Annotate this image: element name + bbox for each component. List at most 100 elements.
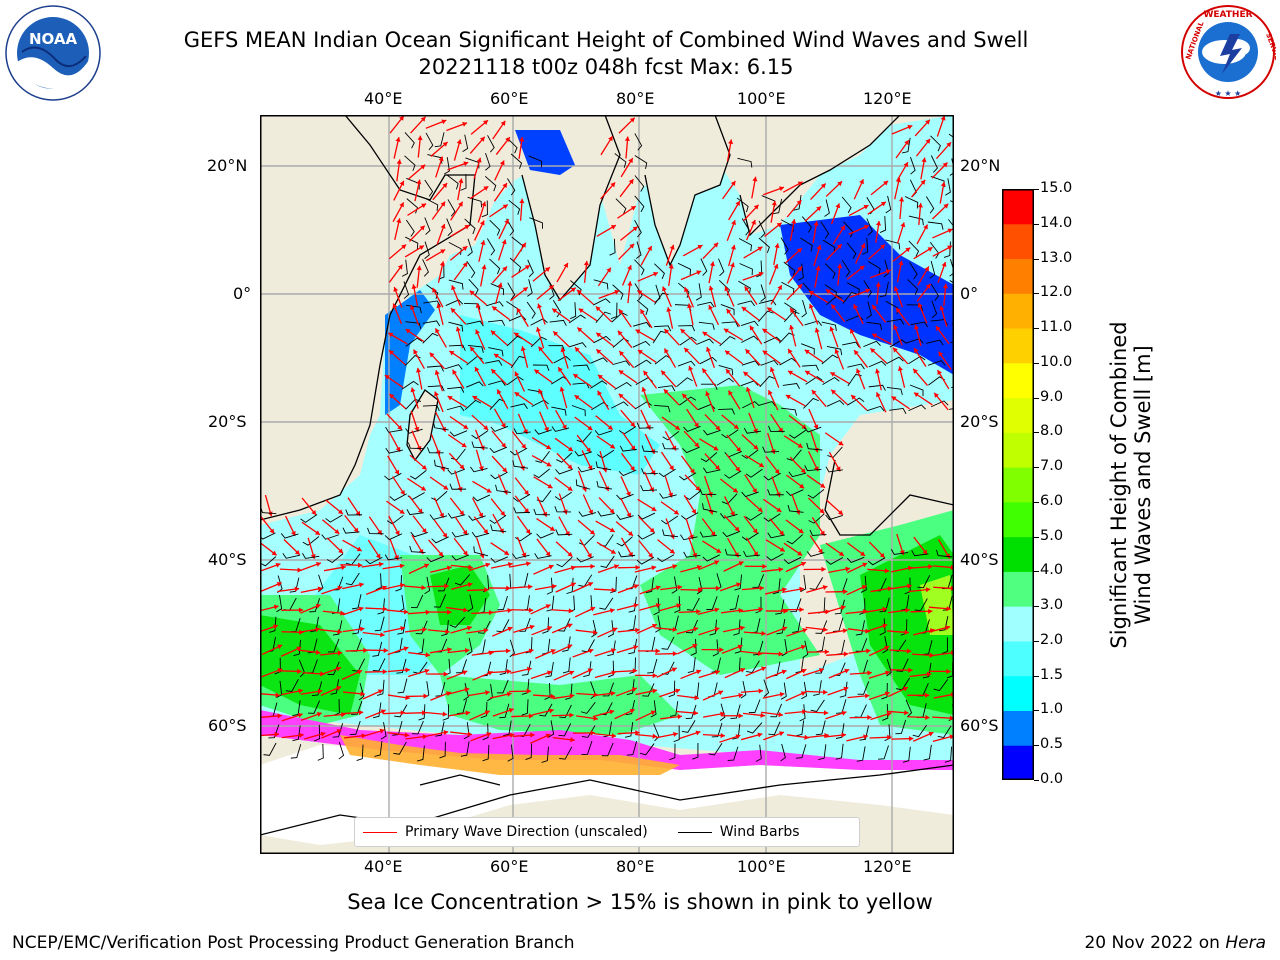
wave-arrow-head [526,561,531,567]
colorbar-label-line2: Wind Waves and Swell [m] [1131,345,1155,625]
wave-arrow-head [570,737,575,743]
wind-barb [330,679,340,695]
wave-arrow-head [682,393,688,399]
wind-barb [447,512,466,519]
wind-barb [466,381,484,388]
colorbar-tick-mark [1034,467,1039,469]
wave-arrow-head [521,242,526,248]
wind-barb [468,278,479,296]
wave-arrow-head [502,467,507,473]
wave-arrow-head [925,138,931,144]
wave-arrow-head [462,529,468,535]
wave-arrow-head [696,564,702,570]
wind-barb [489,446,508,454]
wind-barb [676,377,693,388]
wave-arrow-head [862,562,868,568]
wave-arrow-head [525,528,531,534]
wind-barb [634,283,643,301]
wind-barb [806,442,823,451]
wave-arrow-head [714,560,720,566]
wind-barb [758,299,777,306]
wave-arrow-head [870,348,876,354]
wave-arrow-head [456,139,462,145]
colorbar-tick-label: 4.0 [1040,562,1064,579]
wave-arrow-head [843,686,849,692]
wave-arrow-head [710,531,716,537]
wind-barb [467,238,473,257]
wave-arrow-head [538,389,543,394]
wave-arrow-head [809,291,815,296]
wave-arrow-head [509,732,515,738]
wind-barb [597,510,615,517]
wave-arrow-head [419,225,425,231]
wind-barb [659,493,677,499]
wind-barb [803,397,819,409]
wave-arrow-head [741,306,747,312]
wind-barb [568,314,586,324]
wave-arrow-head [708,305,714,311]
wave-arrow-head [465,710,471,716]
wave-arrow-head [609,443,615,449]
wind-barb [513,428,531,435]
wave-arrow-head [440,249,446,254]
svg-text:WEATHER: WEATHER [1203,10,1252,20]
wind-barb [571,405,586,417]
map-svg [260,115,954,854]
wave-arrow-head [357,669,363,675]
wave-arrow-head [609,709,615,715]
wave-arrow-head [451,285,456,291]
wave-arrow-head [413,349,418,355]
footer-date: 20 Nov 2022 on Hera [1084,933,1266,953]
wave-arrow-head [519,198,525,204]
wind-barb [533,468,551,479]
wave-arrow-head [768,390,773,396]
wave-arrow-head [640,309,645,315]
wind-barb [677,262,692,276]
wind-barb [628,596,637,613]
wave-arrow-head [673,509,679,515]
wind-barb [801,216,812,233]
wave-arrow-head [521,443,526,449]
wave-arrow-head [275,562,281,568]
wave-arrow-head [867,670,872,676]
wave-arrow-head [500,510,505,516]
wave-arrow-head [672,564,678,570]
wind-barb [627,615,637,631]
wind-barb [895,719,907,735]
wind-barb [762,446,780,453]
wave-arrow-head [587,582,593,587]
wind-barb [615,198,627,215]
wave-arrow-head [706,347,711,352]
wave-arrow-head [904,710,909,716]
wave-arrow-head [567,644,573,650]
colorbar-tick-mark [1034,293,1039,295]
wind-barb [866,218,873,236]
wave-arrow-head [907,565,913,571]
wind-barb [937,725,952,739]
wind-barb [526,301,536,319]
wind-barb [885,239,901,250]
wave-arrow-head [500,120,506,126]
wind-barb [912,724,927,738]
wave-arrow-head [569,670,575,676]
wave-arrow-head [463,607,468,613]
wind-barb [260,556,277,567]
wave-arrow-head [709,261,715,267]
wave-arrow-head [887,734,892,740]
wind-barb [434,594,447,608]
wind-barb [423,300,441,307]
wave-arrow-head [905,247,911,253]
wave-arrow-head [771,200,777,206]
wind-barb [743,550,761,557]
wind-barb [949,258,954,277]
wind-barb [496,679,509,694]
wind-barb [690,638,697,656]
wind-barb [480,701,488,719]
wind-barb [410,531,428,538]
wave-arrow-head [299,732,304,738]
wind-barb [847,397,865,406]
wave-arrow-head [860,243,866,249]
wind-barb [599,597,614,610]
wind-barb [711,723,723,738]
wave-arrow-head [641,387,647,392]
